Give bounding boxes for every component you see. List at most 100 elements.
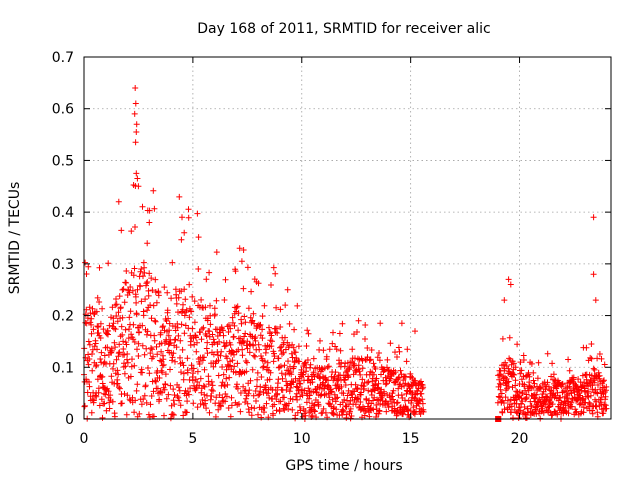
data-point (590, 365, 597, 372)
data-point (85, 263, 92, 270)
data-point (110, 365, 116, 372)
data-point (136, 410, 143, 417)
data-point (127, 373, 134, 380)
data-point (154, 351, 161, 358)
data-point (153, 299, 160, 306)
data-point (167, 366, 173, 373)
data-point (499, 409, 506, 416)
data-point (354, 385, 361, 392)
data-point (549, 401, 556, 408)
data-point (284, 367, 290, 374)
data-point (370, 371, 377, 378)
data-point (220, 371, 227, 378)
data-point (119, 400, 125, 407)
data-point (237, 390, 244, 396)
data-point (150, 353, 157, 360)
data-point (84, 389, 91, 396)
data-point (203, 276, 210, 283)
data-point (246, 341, 253, 348)
data-point (404, 406, 411, 413)
data-point (120, 346, 127, 352)
data-point (171, 337, 178, 343)
data-point (165, 315, 172, 322)
data-point (242, 319, 249, 326)
data-point (222, 276, 229, 283)
data-point (505, 365, 512, 372)
data-point (228, 402, 235, 409)
data-point (530, 384, 537, 391)
data-point (326, 346, 333, 353)
data-point (109, 398, 116, 405)
y-tick-label: 0.3 (52, 257, 74, 273)
data-point (243, 368, 250, 375)
data-point (579, 395, 586, 402)
data-point (248, 412, 255, 419)
data-point (145, 365, 151, 371)
data-point (178, 236, 185, 243)
data-point (126, 314, 133, 321)
data-point (185, 388, 191, 395)
data-point (98, 349, 105, 356)
data-point (333, 406, 340, 413)
data-point (101, 352, 108, 359)
data-point (365, 378, 372, 385)
data-point (268, 332, 275, 339)
data-point (244, 400, 251, 407)
data-point (116, 349, 123, 356)
data-point (148, 345, 154, 351)
data-point (325, 363, 332, 370)
data-point (149, 287, 156, 294)
data-point (306, 395, 312, 402)
data-point (603, 405, 610, 412)
data-point (134, 381, 141, 388)
data-point (565, 356, 572, 363)
data-point (504, 397, 511, 404)
data-point (339, 320, 346, 327)
data-point (129, 356, 135, 363)
data-point (348, 391, 355, 398)
data-point (141, 264, 148, 271)
data-point (307, 361, 314, 368)
data-point (222, 398, 229, 405)
data-point (593, 403, 600, 410)
data-point (373, 375, 380, 382)
data-point (343, 411, 350, 418)
data-point (245, 390, 252, 397)
data-point (588, 355, 595, 362)
data-point (319, 373, 326, 380)
data-point (204, 339, 211, 346)
data-point (138, 266, 145, 272)
data-point (285, 400, 292, 407)
data-point (408, 373, 414, 380)
data-point (215, 406, 222, 413)
data-point (150, 302, 157, 309)
data-point (135, 340, 142, 347)
data-point (165, 391, 172, 398)
data-point (161, 412, 167, 419)
data-point (235, 310, 242, 317)
data-point (159, 324, 166, 331)
data-point (411, 411, 418, 418)
data-point (146, 270, 153, 277)
data-point (502, 359, 509, 366)
data-point (94, 323, 101, 330)
data-point (116, 384, 122, 391)
data-point (344, 392, 351, 399)
data-point (590, 214, 597, 221)
data-point (499, 335, 506, 342)
data-point (139, 369, 146, 376)
data-point (85, 338, 92, 345)
data-point (229, 314, 236, 321)
data-point (600, 378, 607, 385)
data-point (290, 379, 297, 386)
data-point (186, 281, 193, 288)
data-point (115, 309, 122, 316)
data-point (255, 392, 262, 399)
data-point (305, 330, 312, 337)
data-point (377, 320, 384, 327)
data-point (189, 377, 196, 384)
data-point (277, 363, 284, 370)
data-point (520, 357, 527, 363)
data-point (181, 330, 188, 337)
data-point (343, 369, 349, 376)
